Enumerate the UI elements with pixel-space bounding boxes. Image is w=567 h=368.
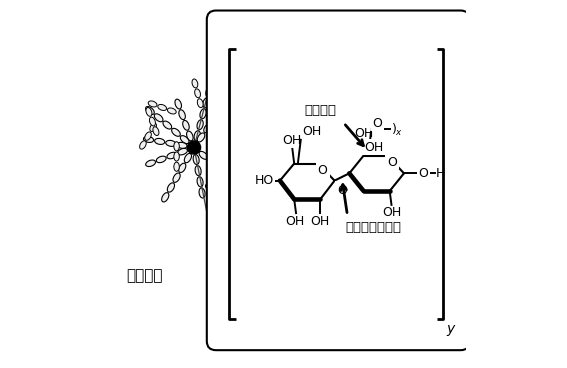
- Ellipse shape: [163, 121, 172, 129]
- Ellipse shape: [143, 137, 154, 142]
- Ellipse shape: [139, 141, 146, 149]
- Ellipse shape: [183, 120, 189, 130]
- Ellipse shape: [194, 131, 200, 141]
- Ellipse shape: [146, 106, 154, 114]
- Ellipse shape: [167, 108, 176, 114]
- Ellipse shape: [223, 194, 231, 201]
- Ellipse shape: [177, 148, 188, 155]
- Ellipse shape: [158, 105, 167, 110]
- Ellipse shape: [146, 107, 152, 116]
- Ellipse shape: [245, 93, 253, 99]
- Ellipse shape: [179, 163, 186, 173]
- Ellipse shape: [180, 136, 189, 144]
- Ellipse shape: [199, 151, 208, 159]
- Ellipse shape: [162, 192, 169, 202]
- Ellipse shape: [197, 133, 205, 142]
- Ellipse shape: [199, 188, 205, 198]
- Ellipse shape: [146, 160, 155, 167]
- Text: O: O: [337, 184, 347, 197]
- Text: $y$: $y$: [446, 323, 456, 338]
- Ellipse shape: [184, 153, 192, 163]
- Ellipse shape: [203, 98, 209, 108]
- Ellipse shape: [153, 127, 159, 135]
- Ellipse shape: [200, 109, 206, 119]
- Ellipse shape: [174, 152, 179, 161]
- Ellipse shape: [208, 159, 217, 167]
- Ellipse shape: [154, 114, 163, 122]
- Ellipse shape: [223, 96, 231, 105]
- Ellipse shape: [175, 99, 181, 109]
- Ellipse shape: [204, 124, 211, 133]
- Ellipse shape: [197, 99, 203, 108]
- Ellipse shape: [150, 123, 156, 131]
- Ellipse shape: [173, 173, 180, 183]
- Ellipse shape: [174, 142, 179, 151]
- Ellipse shape: [226, 102, 235, 108]
- Text: OH: OH: [354, 127, 373, 140]
- Ellipse shape: [197, 120, 203, 130]
- Ellipse shape: [156, 156, 166, 163]
- Text: O: O: [387, 156, 397, 169]
- Text: 葡聚糖磷酸化酶: 葡聚糖磷酸化酶: [345, 221, 401, 234]
- Ellipse shape: [192, 79, 198, 88]
- Text: O: O: [418, 167, 429, 180]
- Ellipse shape: [235, 98, 244, 104]
- Ellipse shape: [210, 114, 218, 123]
- Ellipse shape: [167, 152, 177, 159]
- Ellipse shape: [217, 166, 225, 174]
- Ellipse shape: [150, 117, 155, 126]
- Ellipse shape: [145, 132, 151, 140]
- Ellipse shape: [205, 184, 214, 191]
- Ellipse shape: [155, 138, 165, 144]
- Ellipse shape: [179, 110, 185, 120]
- Text: OH: OH: [382, 206, 401, 219]
- Text: OH: OH: [283, 134, 302, 147]
- Ellipse shape: [194, 89, 201, 98]
- Ellipse shape: [187, 131, 193, 141]
- Ellipse shape: [148, 101, 157, 107]
- Text: OH: OH: [286, 215, 305, 227]
- Ellipse shape: [166, 140, 176, 146]
- Ellipse shape: [206, 87, 212, 97]
- Text: OH: OH: [311, 215, 330, 227]
- Text: OH: OH: [364, 141, 383, 154]
- Ellipse shape: [172, 128, 180, 136]
- Text: HO: HO: [255, 174, 274, 187]
- Ellipse shape: [177, 142, 187, 148]
- Ellipse shape: [195, 166, 201, 176]
- Ellipse shape: [217, 105, 225, 114]
- Ellipse shape: [174, 162, 179, 171]
- Ellipse shape: [197, 177, 203, 187]
- Text: 支链淀粉: 支链淀粉: [126, 268, 163, 283]
- Text: O: O: [318, 164, 328, 177]
- Ellipse shape: [214, 189, 223, 196]
- Ellipse shape: [193, 155, 199, 164]
- Ellipse shape: [167, 183, 175, 192]
- Circle shape: [188, 141, 201, 154]
- Text: O: O: [373, 117, 383, 130]
- Text: 异淀粉酶: 异淀粉酶: [304, 104, 336, 117]
- Text: )$_x$: )$_x$: [391, 122, 404, 138]
- FancyBboxPatch shape: [207, 11, 470, 350]
- Text: H: H: [435, 167, 445, 180]
- Text: OH: OH: [303, 125, 322, 138]
